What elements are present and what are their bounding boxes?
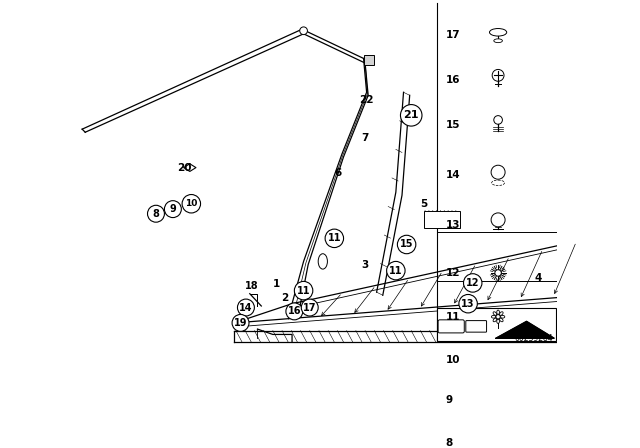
Ellipse shape [497,319,499,323]
Text: 6: 6 [335,168,342,178]
Text: 11: 11 [389,266,403,276]
Text: 15: 15 [400,240,413,250]
Text: 16: 16 [287,306,301,316]
Ellipse shape [493,318,497,322]
Circle shape [237,299,254,316]
Text: 10: 10 [185,199,198,208]
FancyBboxPatch shape [466,321,486,332]
Circle shape [147,205,164,222]
Polygon shape [496,321,554,338]
Text: 10: 10 [446,355,460,365]
Circle shape [459,294,477,313]
Text: 19: 19 [470,313,482,322]
Text: 14: 14 [446,170,460,180]
Circle shape [494,116,502,124]
Text: 9: 9 [170,204,176,214]
Bar [364,56,374,65]
Ellipse shape [499,312,503,315]
Text: 5: 5 [420,199,427,209]
Text: 3: 3 [362,260,369,270]
Text: 21: 21 [403,110,419,121]
Circle shape [491,165,505,179]
Text: 19: 19 [234,318,247,328]
Circle shape [491,213,505,227]
Text: 00239284: 00239284 [515,334,554,343]
Text: 11: 11 [297,286,310,296]
Text: 9: 9 [446,395,453,405]
Text: 15: 15 [446,120,460,129]
Circle shape [401,104,422,126]
Text: 17: 17 [303,302,317,313]
Circle shape [325,229,344,248]
Circle shape [164,201,181,218]
Text: 22: 22 [360,95,374,105]
Text: 11: 11 [328,233,341,243]
Circle shape [182,194,200,213]
Ellipse shape [499,318,503,322]
Text: 13: 13 [446,220,460,229]
Text: 8: 8 [152,209,159,219]
Circle shape [492,433,504,446]
Circle shape [492,392,504,404]
Text: 18: 18 [244,281,258,291]
Text: 7: 7 [362,134,369,143]
Bar [437,307,556,341]
Ellipse shape [490,29,507,36]
Circle shape [286,303,303,320]
Ellipse shape [318,254,328,269]
Circle shape [294,281,313,300]
Text: 16: 16 [446,75,460,85]
Circle shape [301,299,318,316]
Text: 1: 1 [273,280,280,289]
Text: 2: 2 [281,293,288,303]
Circle shape [387,261,405,280]
Circle shape [300,27,307,34]
Text: 4: 4 [534,273,542,283]
Bar [424,211,460,228]
FancyArrowPatch shape [500,358,504,359]
Text: 14: 14 [239,302,253,313]
Ellipse shape [500,315,505,318]
FancyArrowPatch shape [492,358,495,359]
Ellipse shape [493,312,497,315]
Text: 11: 11 [446,312,460,322]
FancyBboxPatch shape [438,320,464,333]
Text: 17: 17 [446,30,460,40]
Text: 21: 21 [443,313,455,322]
Circle shape [495,270,501,276]
Circle shape [232,314,249,332]
Circle shape [494,436,502,444]
Text: 8: 8 [446,438,453,448]
Text: 12: 12 [446,268,460,278]
Circle shape [495,394,501,401]
Circle shape [492,69,504,81]
Circle shape [397,235,416,254]
Circle shape [463,274,482,292]
Circle shape [496,314,500,319]
Ellipse shape [497,310,499,314]
Ellipse shape [492,315,496,318]
Text: 13: 13 [461,299,475,309]
Text: 12: 12 [466,278,479,288]
Ellipse shape [494,39,502,43]
Text: 20: 20 [177,163,191,172]
